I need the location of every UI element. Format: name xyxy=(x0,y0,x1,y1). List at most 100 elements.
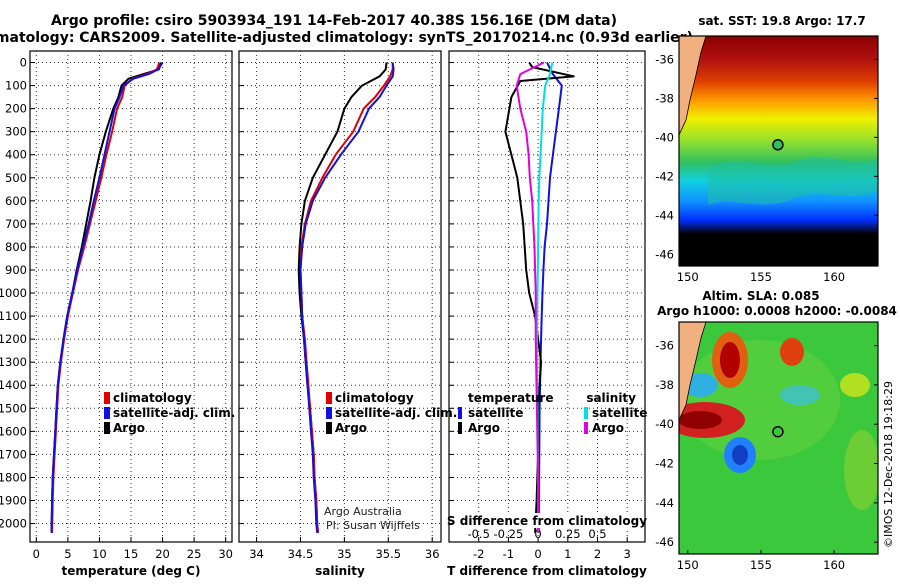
legend-swatch-climatology xyxy=(104,392,110,404)
sla-blob-2 xyxy=(844,430,878,510)
difference-panel: -2 -1 0 1 2 3 -0.5 -0.25 0 0.25 0.5 S difference … xyxy=(447,50,647,578)
temperature-plot-frame xyxy=(29,50,233,543)
series-argo xyxy=(50,62,163,533)
legend-satellite: satellite-adj. clim. xyxy=(113,406,235,420)
depth-tick-label: 1800 xyxy=(0,470,27,484)
depth-tick-label: 300 xyxy=(5,125,27,139)
legend-swatch-satellite xyxy=(326,407,332,419)
salinity-panel: 34 34.5 35 35.5 36 salinity Argo Australia P… xyxy=(238,50,442,578)
temperature-x-ticks: 0 5 10 15 20 25 30 xyxy=(33,537,233,561)
map-x-tick-label: 160 xyxy=(823,558,845,572)
depth-tick-label: 500 xyxy=(5,171,27,185)
sla-high-2-core xyxy=(679,411,722,429)
annotation-argo-australia: Argo Australia xyxy=(324,505,402,518)
map-y-tick-label: -36 xyxy=(655,52,674,66)
legend-swatch-argo xyxy=(104,422,110,434)
depth-tick-label: 1000 xyxy=(0,286,27,300)
depth-tick-label: 1300 xyxy=(0,355,27,369)
s-difference-axis-label: S difference from climatology xyxy=(447,514,647,528)
s-tick-label: -0.25 xyxy=(494,527,524,541)
series-argo xyxy=(297,62,388,533)
map-y-tick-label: -44 xyxy=(655,496,674,510)
legend-climatology: climatology xyxy=(335,391,414,405)
depth-tick-label: 1200 xyxy=(0,332,27,346)
sla-low-3 xyxy=(780,385,820,405)
sla-map: Altim. SLA: 0.085 Argo h1000: 0.0008 h20… xyxy=(655,289,897,572)
depth-tick-label: 1100 xyxy=(0,309,27,323)
x-tick-label: 15 xyxy=(124,547,139,561)
map-x-tick-label: 150 xyxy=(677,270,699,284)
title-line-1: Argo profile: csiro 5903934_191 14-Feb-2… xyxy=(51,13,617,29)
salinity-curves xyxy=(297,62,395,533)
map-x-tick-label: 155 xyxy=(750,270,772,284)
sst-field xyxy=(679,36,878,266)
sla-high-4 xyxy=(840,373,870,397)
depth-tick-label: 1900 xyxy=(0,494,27,508)
legend-s-satellite: satellite xyxy=(592,406,647,420)
sla-low-1-core xyxy=(732,445,748,465)
temperature-axis-label: temperature (deg C) xyxy=(62,564,201,578)
profile-location-marker xyxy=(772,425,784,438)
s-axis-label-backdrop xyxy=(452,513,642,528)
x-tick-label: 0 xyxy=(534,547,541,561)
salinity-x-ticks: 34 34.5 35 35.5 36 xyxy=(249,537,440,561)
depth-tick-label: 2000 xyxy=(0,517,27,531)
series-climatology xyxy=(299,62,394,533)
map-x-tick-label: 150 xyxy=(677,558,699,572)
temperature-panel: 0 5 10 15 20 25 30 temperature (deg C) xyxy=(29,50,233,578)
depth-tick-label: 400 xyxy=(5,148,27,162)
sla-high-3 xyxy=(780,338,804,366)
legend-t-argo: Argo xyxy=(468,421,500,435)
map-y-tick-label: -40 xyxy=(655,130,674,144)
depth-tick-label: 0 xyxy=(20,56,27,70)
profile-location-marker xyxy=(772,139,784,151)
legend-swatch-satellite xyxy=(104,407,110,419)
series-satellite-adj-clim- xyxy=(50,61,164,533)
depth-tick-label: 1500 xyxy=(0,401,27,415)
x-tick-label: -1 xyxy=(503,547,514,561)
depth-axis: 0 100 200 300 400 500 600 700 800 900 1000 1100 1200… xyxy=(0,56,35,531)
x-tick-label: 30 xyxy=(218,547,233,561)
s-tick-label: -0.5 xyxy=(467,527,489,541)
depth-tick-label: 900 xyxy=(5,263,27,277)
sla-map-frame xyxy=(678,321,879,555)
legend-swatch-t-argo xyxy=(458,422,462,434)
depth-tick-label: 1700 xyxy=(0,447,27,461)
sla-map-title-2: Argo h1000: 0.0008 h2000: -0.0084 xyxy=(657,304,897,318)
x-tick-label: 3 xyxy=(624,547,631,561)
map-y-tick-label: -46 xyxy=(655,247,674,261)
difference-legend: temperature satellite Argo salinity sate… xyxy=(458,391,647,435)
legend-swatch-argo xyxy=(326,422,332,434)
map-y-tick-label: -46 xyxy=(655,535,674,549)
series-temperature-satellite xyxy=(537,62,563,533)
x-tick-label: 25 xyxy=(187,547,202,561)
legend-argo: Argo xyxy=(335,421,367,435)
legend-argo: Argo xyxy=(113,421,145,435)
temperature-legend: climatology satellite-adj. clim. Argo xyxy=(104,391,235,435)
map-y-tick-label: -42 xyxy=(655,457,674,471)
map-x-tick-label: 160 xyxy=(823,270,845,284)
x-tick-label: 0 xyxy=(33,547,40,561)
sla-land-australia xyxy=(679,322,707,421)
x-tick-label: 5 xyxy=(64,547,71,561)
map-y-tick-label: -38 xyxy=(655,378,674,392)
title-line-2: Climatology: CARS2009. Satellite-adjuste… xyxy=(0,30,693,46)
s-tick-label: 0.5 xyxy=(588,527,606,541)
x-tick-label: 2 xyxy=(594,547,601,561)
difference-plot-frame xyxy=(448,50,646,543)
legend-satellite: satellite-adj. clim. xyxy=(335,406,457,420)
map-y-tick-label: -40 xyxy=(655,417,674,431)
legend-swatch-s-satellite xyxy=(584,407,588,419)
salinity-plot-frame xyxy=(238,50,442,543)
sst-map-frame xyxy=(678,35,879,267)
t-difference-axis-label: T difference from climatology xyxy=(447,564,647,578)
x-tick-label: 35 xyxy=(337,547,352,561)
depth-tick-label: 700 xyxy=(5,217,27,231)
sst-map-ticks: 150 155 160 -36 -38 -40 -42 -44 -46 xyxy=(655,52,878,284)
difference-s-ticks: -0.5 -0.25 0 0.25 0.5 xyxy=(467,527,606,541)
legend-swatch-t-satellite xyxy=(458,407,462,419)
x-tick-label: 1 xyxy=(564,547,571,561)
difference-curves xyxy=(504,61,575,533)
x-tick-label: 34 xyxy=(249,547,264,561)
